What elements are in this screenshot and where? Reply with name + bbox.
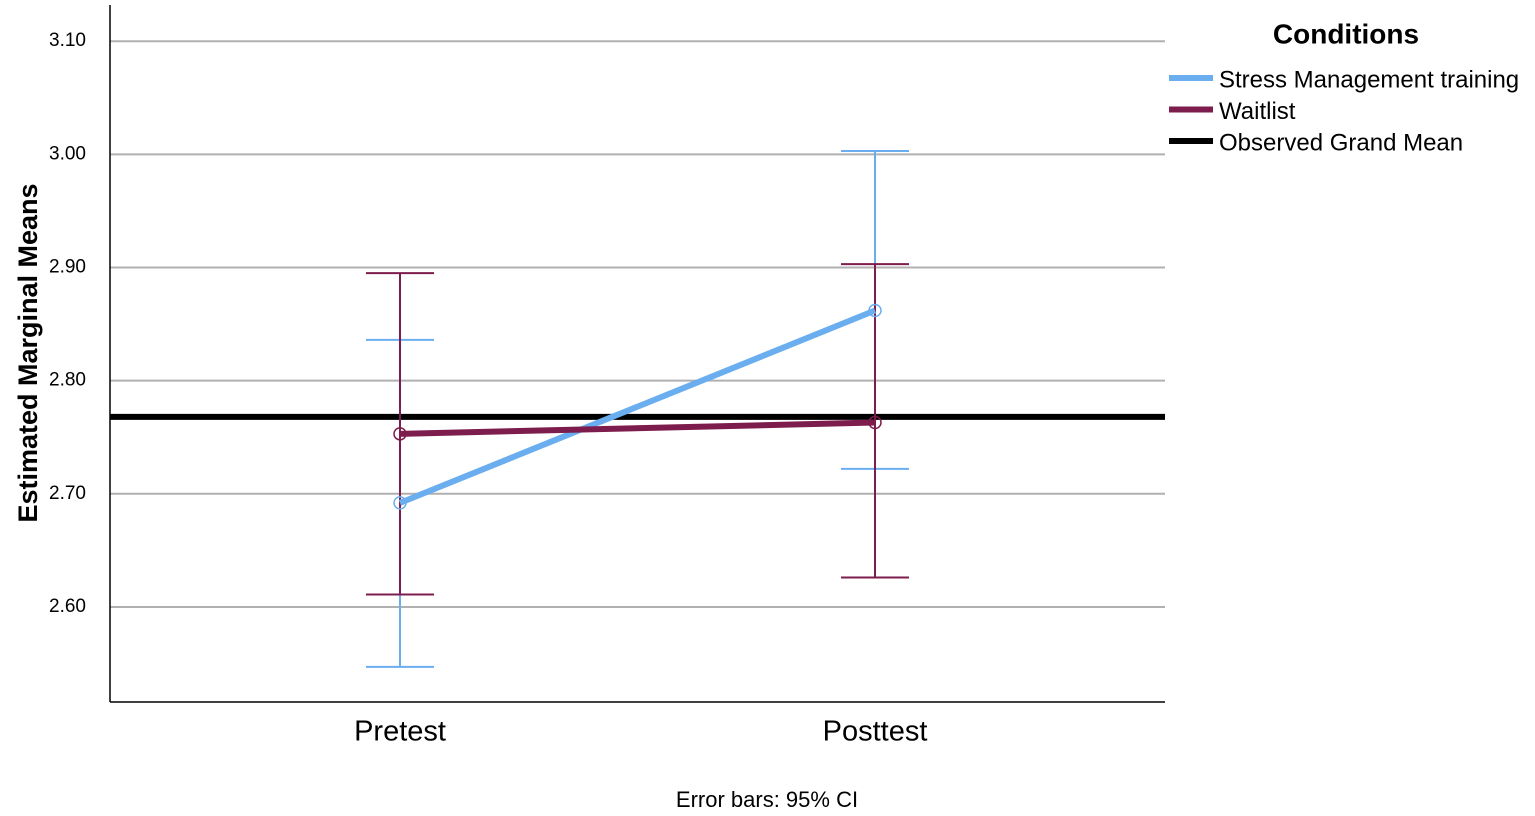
x-tick-label: Pretest (354, 716, 446, 748)
y-tick-label: 3.10 (49, 30, 86, 51)
y-tick-label: 2.70 (49, 483, 86, 504)
series-line (399, 419, 876, 437)
y-axis-label: Estimated Marginal Means (13, 183, 43, 522)
marker (393, 427, 407, 441)
y-tick-label: 2.80 (49, 370, 86, 391)
legend-label: Stress Management training (1219, 66, 1519, 93)
footnote: Error bars: 95% CI (676, 787, 858, 812)
legend-label: Observed Grand Mean (1219, 129, 1463, 156)
series-line (398, 307, 877, 506)
marker (868, 303, 882, 318)
legend-label: Waitlist (1219, 98, 1296, 125)
marker (868, 415, 882, 430)
x-tick-label: Posttest (823, 716, 928, 748)
y-tick-label: 2.60 (49, 596, 86, 617)
marker (393, 496, 407, 510)
y-tick-label: 3.00 (49, 143, 86, 164)
y-tick-label: 2.90 (49, 257, 86, 278)
legend-title: Conditions (1273, 18, 1419, 49)
